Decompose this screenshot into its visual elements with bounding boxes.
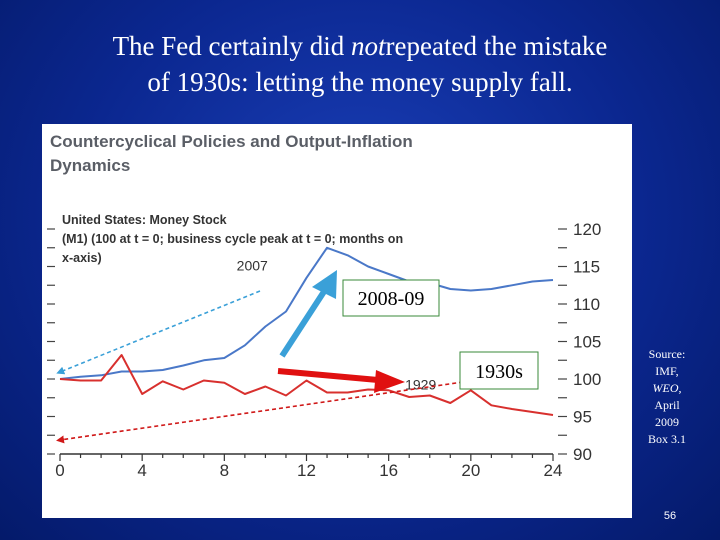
source-line-4: April xyxy=(654,398,680,412)
chart-subtitle-line-2: (M1) (100 at t = 0; business cycle peak … xyxy=(62,232,403,246)
source-line-6: Box 3.1 xyxy=(647,432,686,446)
x-tick-label: 16 xyxy=(379,461,398,480)
source-line-5: 2009 xyxy=(655,415,679,429)
y-tick-label: 90 xyxy=(573,445,592,464)
source-note: Source: IMF, WEO, April 2009 Box 3.1 xyxy=(632,346,702,448)
y-tick-label: 120 xyxy=(573,220,601,239)
chart-title-line-2: Dynamics xyxy=(50,156,130,175)
x-tick-label: 24 xyxy=(544,461,563,480)
title-text-b: repeated the mistake xyxy=(385,31,608,61)
title-text-a: The Fed certainly did xyxy=(112,31,351,61)
y-tick-label: 95 xyxy=(573,408,592,427)
series-line-1929 xyxy=(59,354,554,416)
red-arrow-shaft xyxy=(277,368,379,383)
series-label-2007: 2007 xyxy=(237,257,268,273)
annotations: 2008-09 1930s xyxy=(56,270,539,444)
left-axis-ticks xyxy=(47,228,55,455)
title-line-2: of 1930s: letting the money supply fall. xyxy=(147,67,573,97)
annotation-box-1930s xyxy=(459,351,539,390)
chart-panel xyxy=(42,124,632,518)
series-label-1929: 1929 xyxy=(405,377,436,393)
annotation-box-2008-09 xyxy=(342,279,440,317)
annotation-2008-09: 2008-09 xyxy=(358,288,425,310)
chart-subtitle-line-1: United States: Money Stock xyxy=(62,213,227,227)
blue-arrow-head xyxy=(312,270,337,299)
title-text-italic: not xyxy=(351,31,386,61)
x-tick-label: 4 xyxy=(137,461,146,480)
red-dashed-arrow xyxy=(56,380,471,444)
red-arrow-head xyxy=(374,370,405,393)
series-group: 2007 1929 xyxy=(59,246,554,416)
source-line-3: WEO, xyxy=(652,381,682,395)
blue-arrow-shaft xyxy=(279,285,330,358)
x-axis: 0 4 8 12 16 20 24 xyxy=(55,453,563,480)
page-number: 56 xyxy=(663,510,677,522)
y-tick-label: 100 xyxy=(573,370,601,389)
x-tick-label: 20 xyxy=(461,461,480,480)
source-line-2: IMF, xyxy=(655,364,679,378)
blue-dashed-arrow xyxy=(56,290,261,375)
series-line-2007 xyxy=(59,246,554,380)
x-tick-label: 12 xyxy=(297,461,316,480)
y-tick-label: 115 xyxy=(573,258,600,277)
y-tick-label: 105 xyxy=(573,333,601,352)
source-line-1: Source: xyxy=(648,347,686,361)
slide-title: The Fed certainly did notrepeated the mi… xyxy=(0,28,720,100)
chart-title-line-1: Countercyclical Policies and Output-Infl… xyxy=(50,132,413,151)
title-line-1: The Fed certainly did notrepeated the mi… xyxy=(0,28,720,64)
right-axis: 90 95 100 105 110 115 120 xyxy=(558,220,601,464)
x-tick-label: 8 xyxy=(220,461,229,480)
x-tick-label: 0 xyxy=(55,461,64,480)
annotation-1930s: 1930s xyxy=(475,361,523,383)
y-tick-label: 110 xyxy=(573,295,600,314)
chart-subtitle-line-3: x-axis) xyxy=(62,251,102,265)
